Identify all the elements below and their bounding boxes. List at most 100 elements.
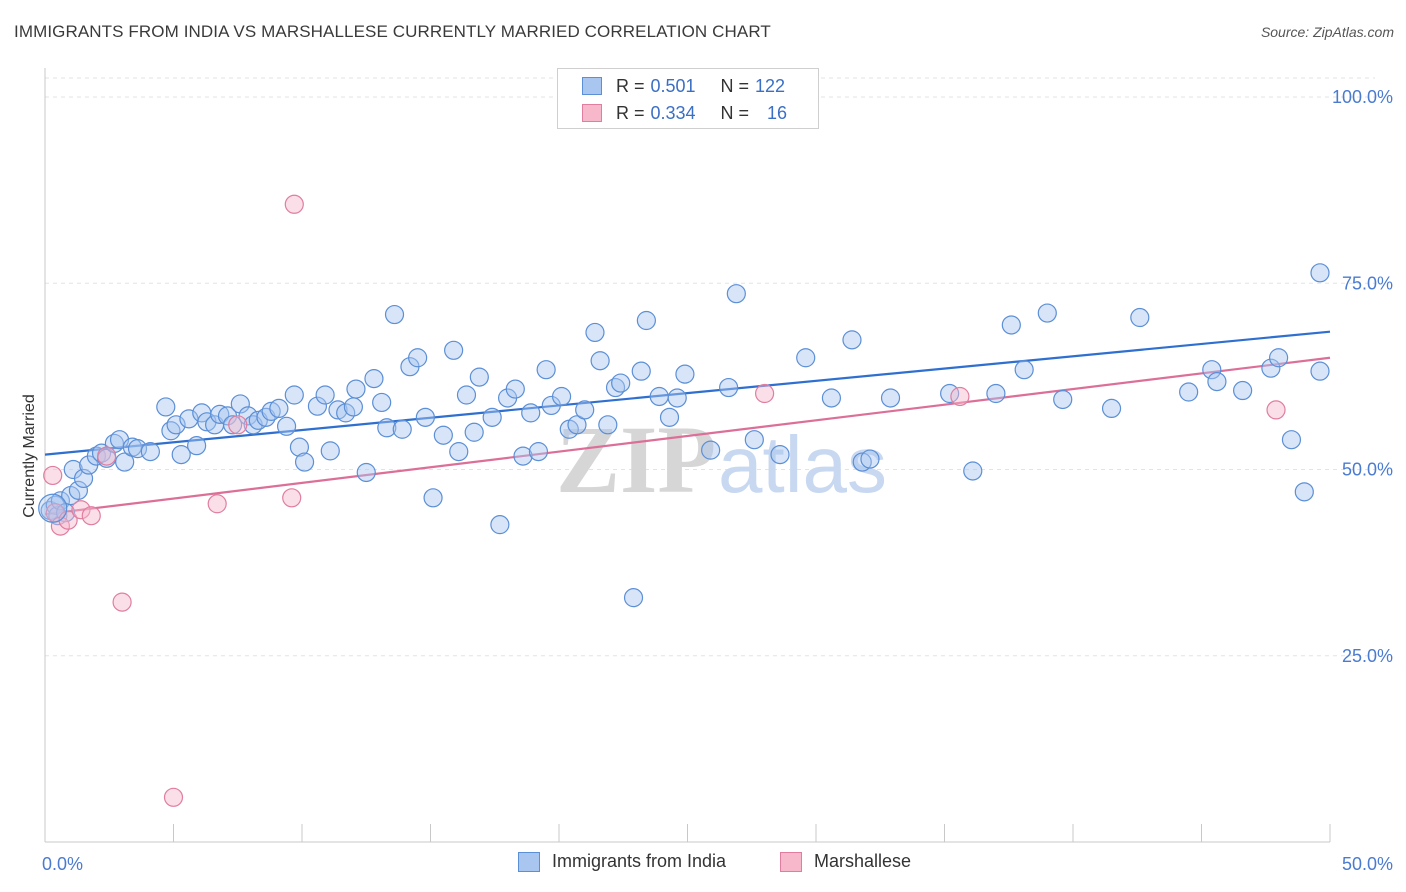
data-point <box>377 418 397 438</box>
data-point <box>408 348 428 368</box>
data-point <box>423 488 443 508</box>
data-point <box>1233 380 1253 401</box>
data-point <box>986 383 1006 404</box>
data-point <box>307 396 328 416</box>
data-point <box>50 491 71 511</box>
data-point <box>1179 382 1199 402</box>
data-point <box>115 452 135 472</box>
data-point <box>1053 389 1073 410</box>
data-point <box>171 445 191 465</box>
data-point <box>1310 361 1330 381</box>
data-point <box>770 445 790 465</box>
data-point <box>364 369 384 389</box>
data-point <box>513 446 533 466</box>
data-point <box>754 383 775 404</box>
data-point <box>456 385 477 405</box>
legend-row-india: R = 0.501 N = 122 <box>582 74 785 98</box>
data-point <box>112 592 132 612</box>
data-point <box>667 388 687 408</box>
data-point <box>675 364 695 384</box>
data-point <box>140 442 160 462</box>
legend-item-india: Immigrants from India <box>518 851 726 872</box>
data-point <box>269 398 289 419</box>
trend-line-0 <box>44 330 1331 456</box>
x-tick-label-min: 0.0% <box>42 854 83 874</box>
data-point <box>659 407 680 427</box>
data-point <box>328 400 348 420</box>
chart-title: IMMIGRANTS FROM INDIA VS MARSHALLESE CUR… <box>14 22 771 41</box>
data-point <box>521 403 541 423</box>
data-point <box>1130 307 1150 328</box>
legend-item-marshallese: Marshallese <box>780 851 911 872</box>
data-point <box>1261 358 1281 378</box>
r-value: 0.501 <box>650 75 696 96</box>
data-point <box>842 330 862 350</box>
y-tick-labels: 25.0% 50.0% 75.0% 100.0% <box>1332 87 1393 666</box>
data-point <box>744 430 764 450</box>
data-point <box>482 407 502 427</box>
source-label: Source: ZipAtlas.com <box>1260 24 1394 40</box>
data-point <box>43 465 63 486</box>
trend-lines <box>44 330 1331 516</box>
data-point <box>372 392 392 413</box>
grid-lines <box>45 77 1375 657</box>
data-point <box>343 397 363 417</box>
data-point <box>528 442 549 462</box>
x-tick-label-max: 50.0% <box>1342 854 1393 874</box>
data-point <box>161 421 181 441</box>
legend-swatch-marshallese <box>582 104 602 122</box>
data-point <box>276 416 297 436</box>
data-point <box>449 442 469 462</box>
axes <box>44 68 1331 843</box>
data-point-cluster <box>38 493 68 523</box>
data-point <box>1001 315 1021 335</box>
y-tick-label: 50.0% <box>1342 460 1393 480</box>
data-points <box>38 194 1330 807</box>
data-point <box>315 385 335 405</box>
data-point <box>71 500 91 520</box>
watermark-zip: ZIP <box>556 406 716 513</box>
data-point <box>631 361 651 381</box>
n-value: 122 <box>755 75 786 96</box>
legend-row-marshallese: R = 0.334 N = 16 <box>582 101 787 125</box>
data-point <box>585 322 605 343</box>
data-point <box>1310 263 1330 283</box>
series-1 <box>43 194 1286 807</box>
data-point <box>91 443 112 463</box>
stats-legend: R = 0.501 N = 122 R = 0.334 N = 16 <box>557 68 819 129</box>
legend-label-marshallese: Marshallese <box>814 851 912 871</box>
data-point <box>1101 398 1122 419</box>
data-point <box>796 348 816 368</box>
r-label: R = <box>616 102 645 123</box>
n-value: 16 <box>767 102 788 123</box>
data-point <box>649 386 669 407</box>
data-point <box>444 340 464 360</box>
data-point <box>701 440 721 460</box>
data-point <box>950 386 970 407</box>
data-point <box>68 480 89 500</box>
y-tick-label: 100.0% <box>1332 87 1393 107</box>
data-point <box>210 404 230 424</box>
data-point <box>392 419 412 439</box>
data-point <box>880 388 901 408</box>
data-point <box>623 588 644 608</box>
data-point <box>567 415 587 435</box>
data-point <box>464 422 484 442</box>
data-point <box>598 415 618 435</box>
n-label: N = <box>720 75 750 96</box>
data-point <box>163 787 184 807</box>
legend-label-india: Immigrants from India <box>552 851 727 871</box>
r-label: R = <box>616 75 645 96</box>
data-point <box>284 194 304 214</box>
n-label: N = <box>720 102 750 123</box>
data-point <box>1268 348 1289 368</box>
data-point <box>294 452 315 472</box>
data-point <box>156 397 176 417</box>
r-value: 0.334 <box>650 102 696 123</box>
data-point <box>1037 303 1057 323</box>
data-point <box>1202 360 1222 380</box>
data-point <box>415 407 435 427</box>
data-point <box>575 400 595 420</box>
data-point <box>433 425 453 445</box>
data-point <box>852 452 872 472</box>
